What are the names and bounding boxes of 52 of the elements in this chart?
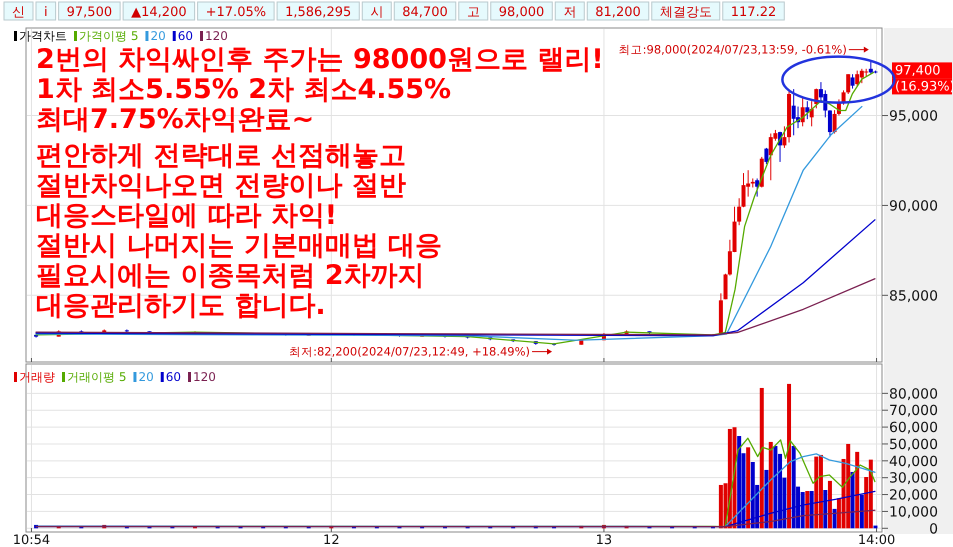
x-tick-label: 13 [596,533,612,547]
legend-label: 거래량 [19,370,55,384]
y-tick-label: 60,000 [889,420,938,436]
chart-title: 가격차트 [19,29,67,43]
annotation: 대응스타일에 따라 차익! [36,200,338,231]
legend-label: 20 [138,370,154,384]
text: 97,500 [66,5,112,20]
annotation: 편안하게 전략대로 선점해놓고 [36,140,406,171]
text: 저 [563,5,576,20]
y-tick-label: 20,000 [889,488,938,504]
x-tick-label: 14:00 [858,533,896,547]
legend-label: 가격이평 5 [79,29,138,43]
text: 1,586,295 [285,5,352,20]
annotation: 최저:82,200(2024/07/23,12:49, +18.49%) [289,344,530,359]
x-tick-label: 12 [323,533,340,547]
text: 81,200 [595,5,641,20]
y-tick-label: 90,000 [889,198,938,214]
text: 고 [466,5,480,20]
legend-label: 120 [205,29,228,43]
text: 시 [370,5,384,20]
annotation: 최대7.75%차익완료~ [36,104,314,135]
text: 84,700 [402,5,448,20]
text: 98,000 [498,5,544,20]
y-tick-label: 70,000 [889,403,938,420]
annotation: 최고:98,000(2024/07/23,13:59, -0.61%) [618,42,847,57]
y-tick-label: 40,000 [889,454,938,470]
text: 체결강도 [660,5,712,20]
legend-label: 60 [166,370,182,384]
annotation: 2번의 차익싸인후 주가는 98000원으로 랠리! [36,44,604,75]
legend-label: 거래이평 5 [67,370,126,384]
y-tick-label: 30,000 [889,470,938,487]
y-tick-label: 95,000 [889,108,938,125]
text: ▲14,200 [131,5,187,20]
text: i [44,5,48,20]
y-tick-label: 85,000 [889,288,938,304]
annotation: 1차 최소5.55% 2차 최소4.55% [36,74,452,105]
annotation: 97,400 [895,63,940,78]
annotation: 대응관리하기도 합니다. [36,290,326,321]
y-tick-label: 80,000 [889,386,938,402]
legend-label: 60 [178,29,194,43]
annotation: 절반시 나머지는 기본매매법 대응 [36,230,442,261]
annotation: 필요시에는 이종목처럼 2차까지 [36,260,425,291]
y-tick-label: 50,000 [889,436,938,453]
legend-label: 20 [150,29,166,43]
y-tick-label: 10,000 [889,504,938,520]
annotation: 절반차익나오면 전량이나 절반 [36,170,406,201]
text: 신 [12,5,25,20]
text: 117.22 [730,5,776,20]
x-tick-label: 10:54 [12,533,50,547]
y-tick-label: 0 [929,521,938,538]
legend-label: 120 [193,370,216,384]
text: +17.05% [206,5,266,20]
